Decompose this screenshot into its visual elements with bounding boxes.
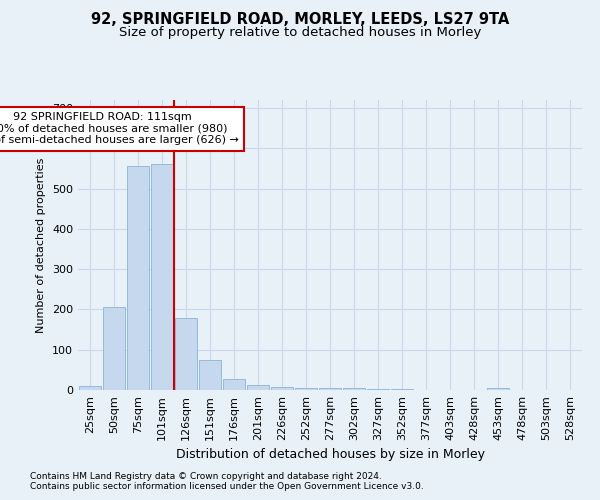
Bar xyxy=(175,318,197,390)
Bar xyxy=(487,388,509,390)
Text: Contains HM Land Registry data © Crown copyright and database right 2024.: Contains HM Land Registry data © Crown c… xyxy=(30,472,382,481)
Bar xyxy=(223,378,245,390)
Bar xyxy=(391,389,413,390)
Bar xyxy=(343,388,365,390)
Text: Size of property relative to detached houses in Morley: Size of property relative to detached ho… xyxy=(119,26,481,39)
Bar xyxy=(79,386,101,390)
X-axis label: Distribution of detached houses by size in Morley: Distribution of detached houses by size … xyxy=(176,448,485,462)
Text: Contains public sector information licensed under the Open Government Licence v3: Contains public sector information licen… xyxy=(30,482,424,491)
Y-axis label: Number of detached properties: Number of detached properties xyxy=(37,158,46,332)
Text: 92 SPRINGFIELD ROAD: 111sqm
← 60% of detached houses are smaller (980)
38% of se: 92 SPRINGFIELD ROAD: 111sqm ← 60% of det… xyxy=(0,112,238,146)
Bar xyxy=(367,389,389,390)
Bar xyxy=(103,308,125,390)
Bar xyxy=(247,385,269,390)
Bar xyxy=(199,360,221,390)
Bar xyxy=(295,388,317,390)
Bar xyxy=(127,166,149,390)
Text: 92, SPRINGFIELD ROAD, MORLEY, LEEDS, LS27 9TA: 92, SPRINGFIELD ROAD, MORLEY, LEEDS, LS2… xyxy=(91,12,509,28)
Bar xyxy=(319,388,341,390)
Bar xyxy=(151,164,173,390)
Bar xyxy=(271,387,293,390)
